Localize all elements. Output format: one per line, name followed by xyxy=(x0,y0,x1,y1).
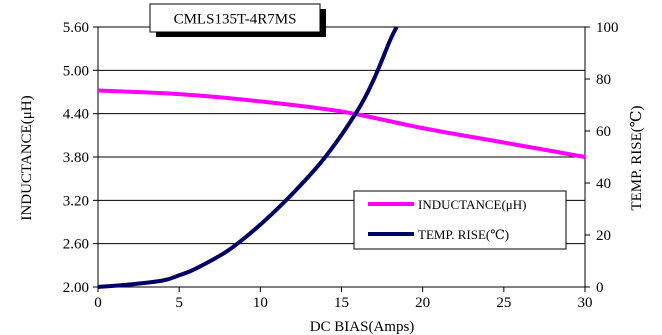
y-tick-label: 3.20 xyxy=(63,193,89,209)
y-tick-label: 5.60 xyxy=(63,20,89,36)
y2-tick-label: 0 xyxy=(596,280,604,296)
title-box: CMLS135T-4R7MS xyxy=(149,3,326,37)
y-tick-label: 5.00 xyxy=(63,63,89,79)
x-tick-label: 15 xyxy=(334,295,349,311)
y2-tick-label: 20 xyxy=(596,228,611,244)
x-tick-label: 30 xyxy=(578,295,593,311)
legend: INDUCTANCE(μH) TEMP. RISE(℃) xyxy=(353,190,567,250)
x-axis-title: DC BIAS(Amps) xyxy=(310,319,415,335)
legend-label-inductance: INDUCTANCE(μH) xyxy=(418,197,526,212)
x-tick-label: 0 xyxy=(94,295,102,311)
y2-tick-label: 60 xyxy=(596,124,611,140)
x-tick-label: 25 xyxy=(496,295,511,311)
y-tick-label: 2.60 xyxy=(63,237,89,253)
legend-label-temp-rise: TEMP. RISE(℃) xyxy=(418,227,509,242)
chart-title: CMLS135T-4R7MS xyxy=(174,12,297,28)
x-tick-label: 20 xyxy=(415,295,430,311)
x-tick-label: 5 xyxy=(175,295,183,311)
axis-ticks: 2.002.603.203.804.405.005.60020406080100… xyxy=(63,20,619,311)
x-tick-label: 10 xyxy=(253,295,268,311)
y2-axis-title: TEMP. RISE(℃) xyxy=(629,105,645,210)
y-axis-title: INDUCTANCE(μH) xyxy=(19,95,35,220)
y-tick-label: 4.40 xyxy=(63,107,89,123)
series-line-inductance xyxy=(97,88,586,159)
y-tick-label: 2.00 xyxy=(63,280,89,296)
y2-tick-label: 100 xyxy=(596,20,619,36)
y-tick-label: 3.80 xyxy=(63,150,89,166)
series-line-temp-rise xyxy=(97,26,399,289)
series-lines xyxy=(97,26,586,289)
y2-tick-label: 80 xyxy=(596,72,611,88)
y2-tick-label: 40 xyxy=(596,176,611,192)
